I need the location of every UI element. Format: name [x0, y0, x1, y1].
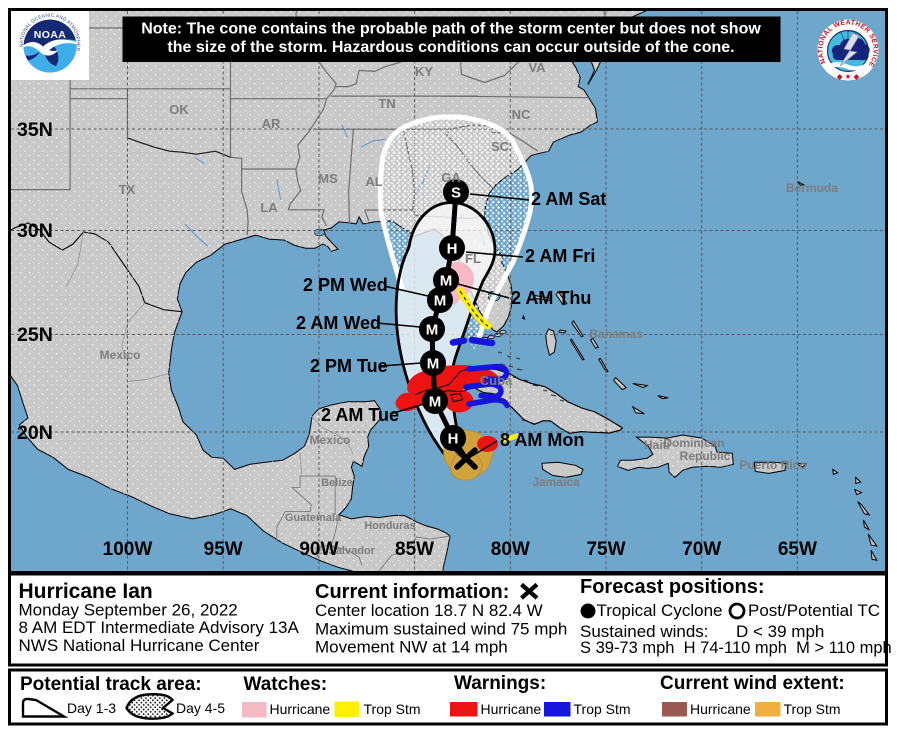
- svg-text:Day 1-3: Day 1-3: [67, 700, 116, 716]
- svg-text:Trop Stm: Trop Stm: [574, 701, 631, 717]
- svg-text:Maximum sustained wind 75 mph: Maximum sustained wind 75 mph: [315, 620, 567, 639]
- svg-text:Watches:: Watches:: [244, 674, 328, 695]
- svg-text:Mexico: Mexico: [310, 433, 351, 447]
- svg-text:Hurricane Ian: Hurricane Ian: [19, 580, 153, 603]
- svg-text:SC: SC: [491, 139, 510, 154]
- svg-text:25N: 25N: [17, 324, 53, 346]
- svg-text:Republic: Republic: [680, 449, 731, 463]
- svg-text:OK: OK: [169, 102, 189, 117]
- svg-text:65W: 65W: [778, 539, 817, 560]
- svg-text:S 39-73 mph H 74-110 mph M >: S 39-73 mph H 74-110 mph M > 110 mph: [580, 639, 892, 657]
- svg-text:80W: 80W: [491, 539, 530, 560]
- svg-text:8 AM EDT Intermediate Advisory: 8 AM EDT Intermediate Advisory 13A: [19, 618, 300, 637]
- svg-text:Tropical Cyclone: Tropical Cyclone: [597, 601, 723, 620]
- svg-text:GA: GA: [441, 170, 461, 185]
- svg-text:M: M: [434, 293, 447, 310]
- svg-text:70W: 70W: [682, 539, 721, 560]
- svg-text:AL: AL: [365, 174, 382, 189]
- svg-text:NC: NC: [512, 107, 531, 122]
- svg-text:Forecast positions:: Forecast positions:: [580, 576, 764, 598]
- svg-text:2 AM Fri: 2 AM Fri: [525, 246, 595, 266]
- svg-text:Haiti: Haiti: [644, 438, 670, 452]
- svg-text:20N: 20N: [17, 422, 53, 444]
- svg-text:NWS National Hurricane Center: NWS National Hurricane Center: [19, 636, 260, 655]
- svg-text:FL: FL: [465, 251, 481, 266]
- svg-text:M: M: [440, 273, 453, 290]
- svg-text:Bahamas: Bahamas: [589, 327, 643, 341]
- svg-text:Trop Stm: Trop Stm: [364, 701, 421, 717]
- svg-text:35N: 35N: [17, 119, 53, 141]
- svg-text:Hurricane: Hurricane: [481, 701, 542, 717]
- svg-text:M: M: [429, 394, 442, 411]
- svg-text:MS: MS: [318, 171, 338, 186]
- svg-text:Day 4-5: Day 4-5: [176, 700, 225, 716]
- svg-text:Honduras: Honduras: [364, 520, 415, 532]
- svg-text:the size of the storm. Hazardo: the size of the storm. Hazardous conditi…: [167, 39, 734, 56]
- svg-text:Belize: Belize: [321, 477, 353, 489]
- svg-text:VA: VA: [528, 60, 546, 75]
- svg-text:M: M: [426, 322, 439, 339]
- svg-text:Post/Potential TC: Post/Potential TC: [748, 601, 880, 620]
- svg-text:100W: 100W: [103, 539, 153, 560]
- svg-text:2 AM Sat: 2 AM Sat: [531, 189, 606, 209]
- svg-text:85W: 85W: [395, 539, 434, 560]
- svg-text:El Salvador: El Salvador: [315, 545, 376, 557]
- svg-text:2 AM Wed: 2 AM Wed: [296, 313, 381, 333]
- svg-text:Hurricane: Hurricane: [270, 701, 331, 717]
- svg-text:TX: TX: [119, 182, 136, 197]
- svg-text:2 AM Tue: 2 AM Tue: [321, 405, 399, 425]
- svg-text:Hurricane: Hurricane: [690, 701, 751, 717]
- svg-text:Dominican: Dominican: [663, 436, 724, 450]
- svg-text:2 AM Thu: 2 AM Thu: [511, 288, 591, 308]
- svg-text:Guatemala: Guatemala: [285, 512, 342, 524]
- svg-text:Current wind extent:: Current wind extent:: [660, 673, 845, 694]
- svg-text:S: S: [451, 185, 461, 202]
- svg-text:2 PM Wed: 2 PM Wed: [303, 275, 388, 295]
- svg-text:Jamaica: Jamaica: [532, 475, 580, 489]
- svg-text:95W: 95W: [204, 539, 243, 560]
- svg-text:Potential track area:: Potential track area:: [20, 674, 202, 695]
- svg-text:M: M: [427, 356, 440, 373]
- svg-text:Cuba: Cuba: [480, 373, 513, 388]
- svg-text:Movement NW at 14 mph: Movement NW at 14 mph: [315, 638, 508, 657]
- svg-text:90W: 90W: [299, 539, 338, 560]
- svg-text:H: H: [448, 431, 459, 448]
- svg-text:Puerto Rico: Puerto Rico: [739, 458, 806, 472]
- svg-text:Warnings:: Warnings:: [454, 673, 546, 694]
- svg-text:Center location 18.7 N 82.4 W: Center location 18.7 N 82.4 W: [315, 601, 543, 620]
- svg-text:NOAA: NOAA: [34, 29, 67, 41]
- svg-text:LA: LA: [260, 200, 278, 215]
- svg-text:Sustained winds:: Sustained winds:: [580, 622, 709, 641]
- svg-text:Bermuda: Bermuda: [786, 181, 838, 195]
- svg-text:30N: 30N: [17, 220, 53, 242]
- svg-text:Current information:: Current information:: [315, 581, 509, 603]
- svg-text:AR: AR: [262, 116, 281, 131]
- svg-text:H: H: [447, 241, 458, 258]
- svg-text:75W: 75W: [586, 539, 625, 560]
- svg-text:Trop Stm: Trop Stm: [784, 701, 841, 717]
- svg-text:KY: KY: [415, 64, 433, 79]
- svg-text:◆ ★ ◆: ◆ ★ ◆: [837, 72, 861, 81]
- svg-text:D < 39 mph: D < 39 mph: [736, 622, 824, 641]
- svg-text:2 PM Tue: 2 PM Tue: [310, 356, 388, 376]
- svg-text:Monday September 26, 2022: Monday September 26, 2022: [19, 601, 238, 620]
- svg-text:TN: TN: [378, 96, 395, 111]
- svg-text:Mexico: Mexico: [100, 348, 141, 362]
- svg-text:Note: The cone contains the pr: Note: The cone contains the probable pat…: [141, 21, 761, 38]
- svg-text:8 AM Mon: 8 AM Mon: [500, 430, 584, 450]
